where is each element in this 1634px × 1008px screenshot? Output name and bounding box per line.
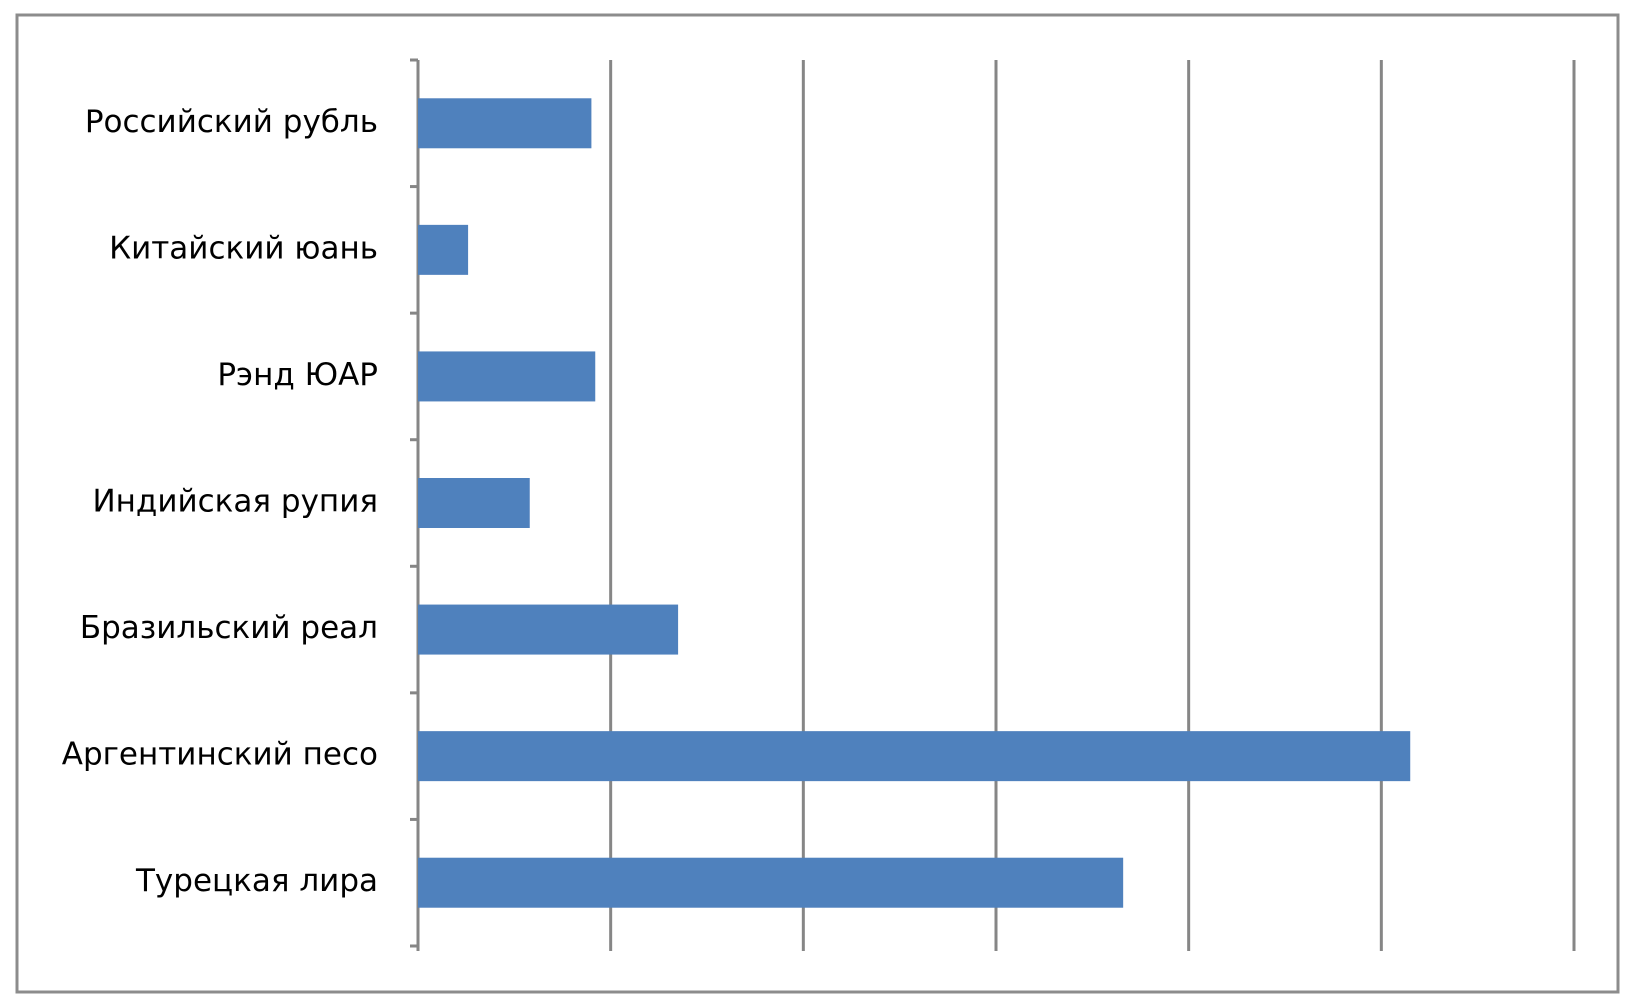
y-tick-label: Рэнд ЮАР bbox=[217, 357, 378, 393]
y-tick-label: Китайский юань bbox=[109, 230, 378, 266]
bar bbox=[418, 731, 1411, 782]
chart-frame bbox=[15, 13, 1620, 994]
bar bbox=[418, 224, 469, 275]
y-tick-label: Бразильский реал bbox=[80, 610, 378, 646]
bar bbox=[418, 98, 592, 149]
bar bbox=[418, 857, 1124, 908]
bar bbox=[418, 478, 530, 528]
bar bbox=[418, 604, 679, 655]
bar bbox=[418, 351, 596, 402]
y-tick-label: Турецкая лира bbox=[135, 863, 378, 899]
y-tick-label: Индийская рупия bbox=[92, 484, 378, 520]
y-tick-label: Российский рубль bbox=[85, 104, 378, 140]
y-tick-label: Аргентинский песо bbox=[62, 737, 378, 773]
